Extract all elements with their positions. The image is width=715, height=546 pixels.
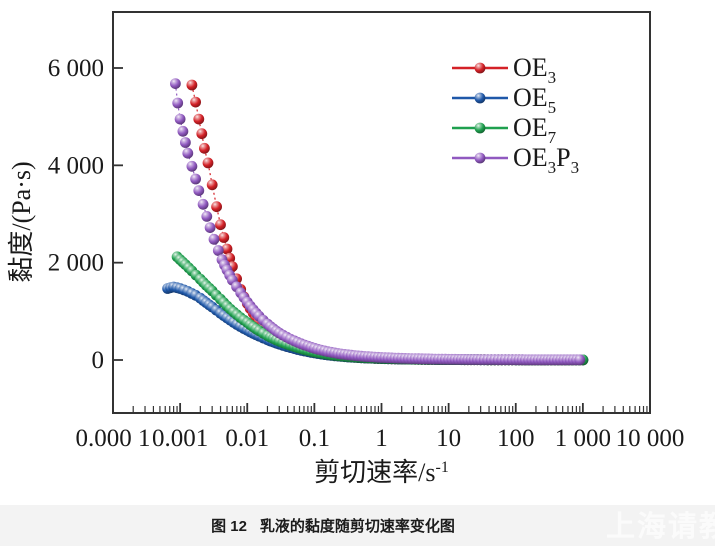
x-axis-title: 剪切速率/s-1 bbox=[314, 458, 449, 487]
plot-frame bbox=[112, 11, 651, 414]
caption-bar: 图 12 乳液的黏度随剪切速率变化图 上海请教 bbox=[0, 505, 715, 546]
data-point-marker bbox=[177, 125, 189, 137]
y-tick-label: 0 bbox=[92, 347, 105, 374]
x-axis-ticks bbox=[112, 403, 651, 412]
y-axis-ticks bbox=[114, 67, 123, 361]
x-tick-label: 0.1 bbox=[299, 425, 330, 452]
data-point-marker bbox=[182, 147, 194, 159]
x-tick-label: 0.000 1 bbox=[76, 425, 151, 452]
y-tick-label: 2 000 bbox=[48, 250, 104, 277]
legend-label-OE3: OE3 bbox=[513, 53, 556, 87]
legend-marker-OE3 bbox=[474, 62, 486, 74]
legend-item-OE3P3: OE3P3 bbox=[452, 143, 579, 177]
figure-caption-label: 图 12 bbox=[211, 518, 247, 535]
data-point-marker bbox=[201, 211, 213, 222]
y-axis-title: 黏度/(Pa·s) bbox=[7, 161, 36, 282]
figure-caption-title: 乳液的黏度随剪切速率变化图 bbox=[259, 518, 455, 535]
series-OE3P3 bbox=[170, 78, 586, 366]
data-point-marker bbox=[208, 233, 220, 245]
x-tick-label: 0.001 bbox=[152, 425, 208, 452]
data-point-marker bbox=[211, 201, 223, 213]
data-point-marker bbox=[193, 185, 205, 197]
data-point-marker bbox=[218, 232, 230, 243]
data-point-marker bbox=[170, 78, 181, 89]
figure-caption: 图 12 乳液的黏度随剪切速率变化图 bbox=[0, 505, 666, 546]
viscosity-shear-rate-chart: 0.000 1 0.001 0.01 0.1 1 10 100 1 000 10 000 0 2 0… bbox=[7, 11, 685, 487]
legend-label-OE7: OE7 bbox=[513, 113, 557, 147]
data-point-marker bbox=[212, 245, 224, 256]
x-tick-label: 10 bbox=[436, 425, 461, 452]
legend-label-OE3P3: OE3P3 bbox=[513, 143, 579, 177]
data-point-marker bbox=[202, 157, 214, 169]
x-tick-label: 10 000 bbox=[616, 425, 685, 452]
x-tick-label: 100 bbox=[497, 425, 535, 452]
data-point-marker bbox=[197, 198, 209, 210]
data-point-marker bbox=[221, 243, 233, 255]
y-tick-label: 6 000 bbox=[48, 55, 104, 82]
data-point-marker bbox=[206, 179, 218, 191]
legend-marker-OE5 bbox=[474, 92, 486, 104]
x-tick-label: 1 000 bbox=[555, 425, 611, 452]
data-point-marker bbox=[190, 96, 202, 108]
legend-item-OE3: OE3 bbox=[452, 53, 556, 87]
watermark: 上海请教 bbox=[605, 511, 715, 543]
data-point-marker bbox=[196, 128, 208, 140]
x-tick-label: 1 bbox=[375, 425, 388, 452]
x-tick-label: 0.01 bbox=[225, 425, 269, 452]
data-point-marker bbox=[186, 160, 198, 172]
data-point-marker bbox=[574, 354, 586, 366]
legend-marker-OE3P3 bbox=[474, 152, 486, 164]
data-point-marker bbox=[204, 222, 216, 234]
data-point-marker bbox=[186, 79, 198, 91]
y-tick-label: 4 000 bbox=[48, 152, 104, 179]
legend-item-OE7: OE7 bbox=[452, 113, 557, 147]
data-point-marker bbox=[215, 219, 226, 231]
legend-label-OE5: OE5 bbox=[513, 83, 556, 117]
data-point-marker bbox=[172, 97, 184, 109]
data-point-marker bbox=[199, 142, 210, 154]
data-point-marker bbox=[180, 137, 191, 148]
series-line-OE7 bbox=[176, 256, 583, 361]
data-point-marker bbox=[193, 113, 205, 125]
legend-item-OE5: OE5 bbox=[452, 83, 556, 117]
data-point-marker bbox=[174, 113, 186, 125]
data-point-marker bbox=[190, 173, 202, 185]
legend-marker-OE7 bbox=[474, 122, 486, 134]
